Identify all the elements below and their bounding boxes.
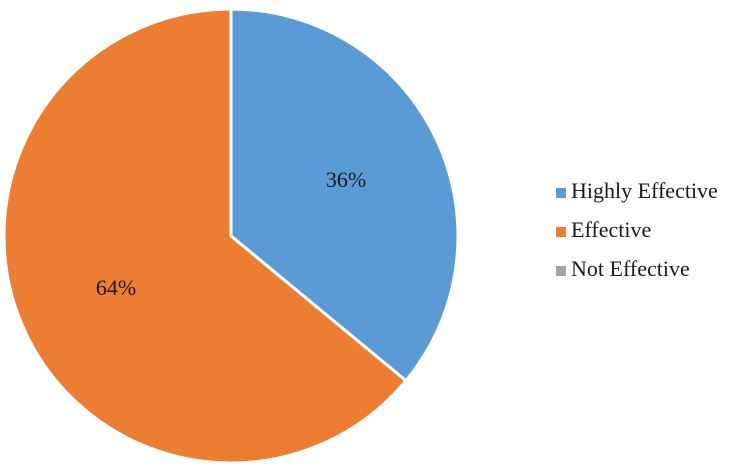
pie-data-labels: 36% 64% [96,167,366,300]
pie-slices [2,7,460,465]
legend-label-highly-effective: Highly Effective [571,178,718,203]
data-label-highly-effective: 36% [326,167,366,192]
data-label-effective: 64% [96,275,136,300]
pie-slice-highly-effective [229,7,460,383]
legend-label-effective: Effective [571,217,651,242]
legend-label-not-effective: Not Effective [571,256,690,281]
legend: Highly Effective Effective Not Effective [556,178,718,281]
legend-swatch-not-effective [556,266,566,276]
legend-swatch-effective [556,227,566,237]
legend-item-not-effective: Not Effective [556,256,690,281]
legend-item-effective: Effective [556,217,651,242]
legend-swatch-highly-effective [556,188,566,198]
legend-item-highly-effective: Highly Effective [556,178,718,203]
pie-slice-effective [2,7,408,465]
